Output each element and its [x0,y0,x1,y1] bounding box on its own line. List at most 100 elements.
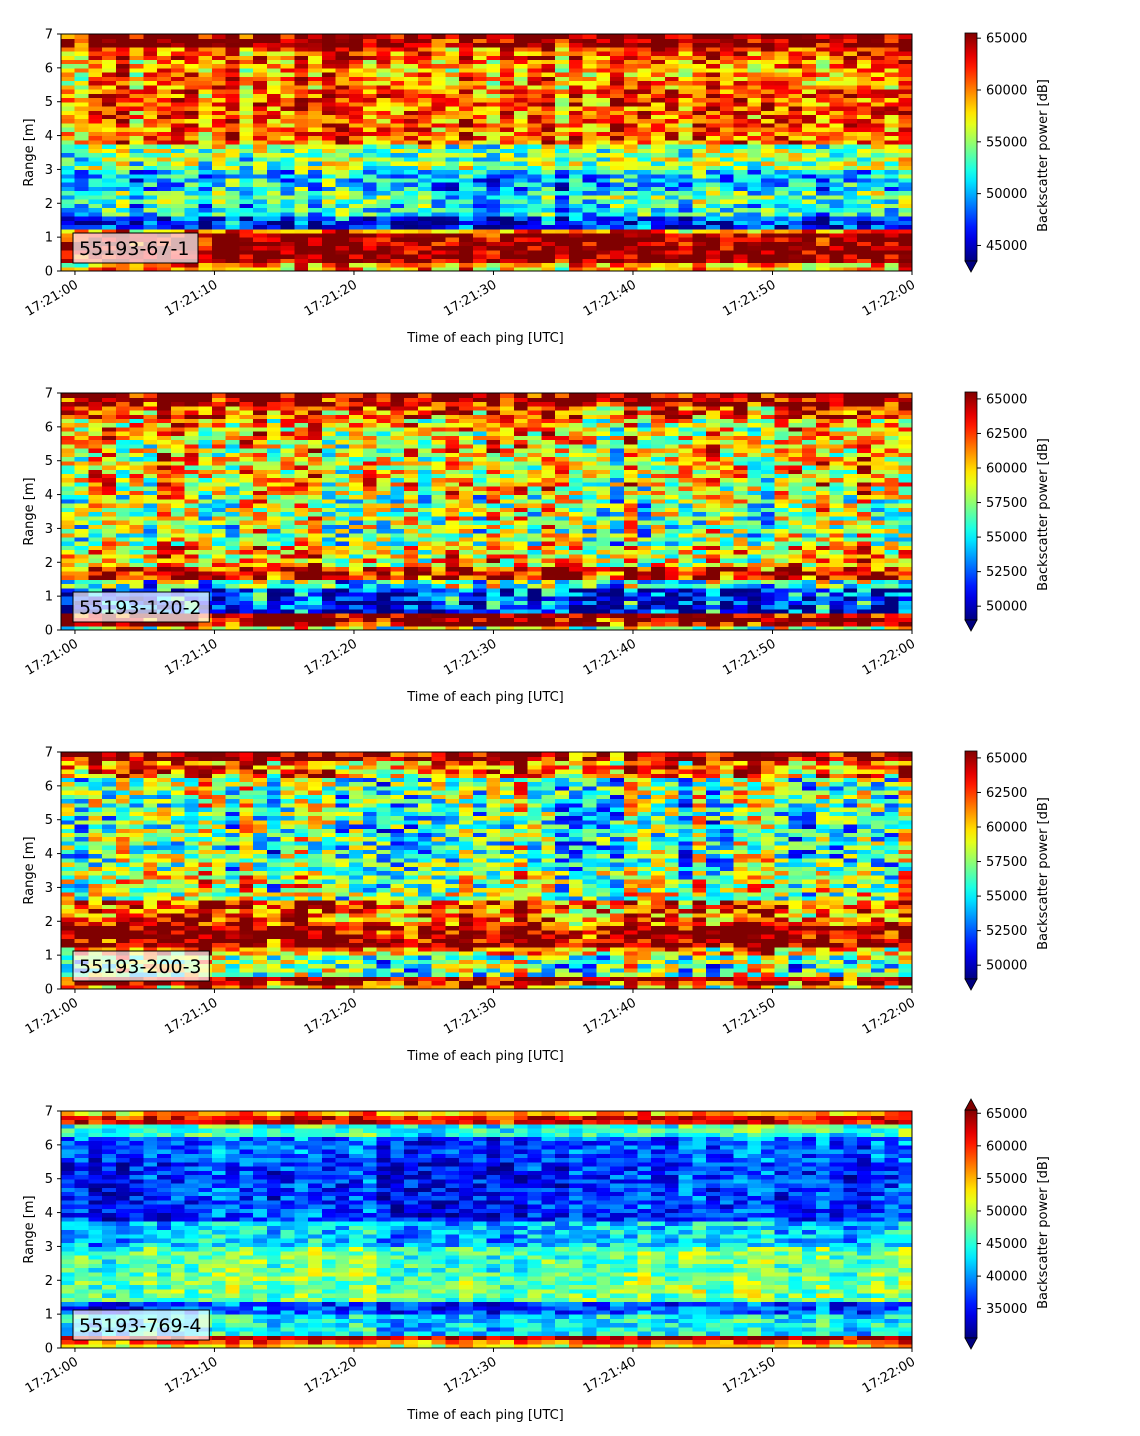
heatmap-cell [102,532,117,538]
heatmap-cell [472,215,488,221]
heatmap-cell [266,114,282,120]
heatmap-cell [335,76,350,82]
heatmap-cell [843,63,858,69]
heatmap-cell [61,211,76,217]
heatmap-cell [802,220,817,226]
heatmap-cell [719,42,735,48]
heatmap-cell [88,46,103,52]
heatmap-cell [294,541,309,546]
heatmap-cell [664,63,680,69]
heatmap-cell [280,101,295,107]
heatmap-cell [829,46,844,52]
heatmap-cell [335,63,350,69]
heatmap-cell [321,152,337,158]
heatmap-cell [431,165,446,171]
heatmap-cell [664,76,680,82]
heatmap-cell [280,532,295,538]
heatmap-cell [198,262,213,268]
heatmap-cell [637,148,652,154]
heatmap-cell [610,237,625,242]
heatmap-cell [74,59,90,65]
heatmap-cell [719,59,735,65]
heatmap-cell [623,84,639,90]
heatmap-cell [472,173,488,179]
heatmap-cell [349,507,364,513]
heatmap-cell [362,262,378,268]
heatmap-cell [404,511,419,517]
heatmap-cell [390,418,405,424]
heatmap-cell [568,118,584,124]
heatmap-cell [761,89,776,94]
heatmap-cell [170,122,186,128]
heatmap-cell [349,460,364,466]
heatmap-cell [294,524,309,530]
heatmap-cell [88,579,103,585]
heatmap-cell [294,249,309,255]
heatmap-cell [321,464,337,470]
heatmap-cell [321,528,337,534]
heatmap-cell [280,574,295,580]
heatmap-cell [308,63,323,69]
heatmap-cell [74,110,90,116]
heatmap-cell [843,76,858,82]
heatmap-cell [253,76,268,82]
heatmap-cell [582,63,597,69]
heatmap-cell [129,545,144,551]
heatmap-cell [582,190,597,196]
heatmap-cell [157,118,172,124]
heatmap-cell [280,122,295,128]
heatmap-cell [541,63,556,69]
heatmap-cell [651,220,666,226]
heatmap-cell [321,160,337,166]
heatmap-cell [774,232,790,238]
heatmap-cell [829,207,844,213]
heatmap-cell [623,105,639,111]
heatmap-cell [61,46,76,52]
heatmap-cell [102,477,117,483]
heatmap-cell [239,50,254,56]
heatmap-cell [870,38,886,44]
heatmap-cell [843,59,858,65]
heatmap-cell [637,258,652,264]
heatmap-cell [308,190,323,196]
heatmap-cell [129,177,144,183]
heatmap-cell [431,97,446,103]
heatmap-cell [74,431,90,436]
heatmap-cell [266,67,282,73]
heatmap-cell [706,114,721,120]
heatmap-cell [829,169,844,175]
heatmap-cell [198,503,213,508]
heatmap-cell [898,169,913,175]
heatmap-cell [308,50,323,56]
heatmap-cell [294,426,309,432]
heatmap-cell [170,532,186,538]
heatmap-cell [321,63,337,69]
heatmap-cell [239,596,254,601]
heatmap-cell [761,131,776,137]
heatmap-cell [74,528,90,534]
heatmap-cell [843,199,858,204]
heatmap-cell [788,211,803,217]
heatmap-cell [884,80,899,86]
heatmap-cell [362,431,378,436]
heatmap-cell [253,498,268,504]
heatmap-cell [280,148,295,154]
heatmap-cell [266,110,282,116]
heatmap-cell [637,84,652,90]
heatmap-cell [129,579,144,585]
heatmap-cell [308,405,323,411]
heatmap-cell [651,84,666,90]
heatmap-cell [211,42,227,48]
heatmap-cell [225,118,241,124]
heatmap-cell [266,490,282,496]
heatmap-cell [225,448,241,453]
heatmap-cell [568,190,584,196]
heatmap-cell [610,228,625,234]
heatmap-cell [88,211,103,217]
heatmap-cell [664,207,680,213]
heatmap-cell [870,122,886,128]
heatmap-cell [884,152,899,158]
heatmap-cell [513,72,529,77]
heatmap-cell [115,76,131,82]
